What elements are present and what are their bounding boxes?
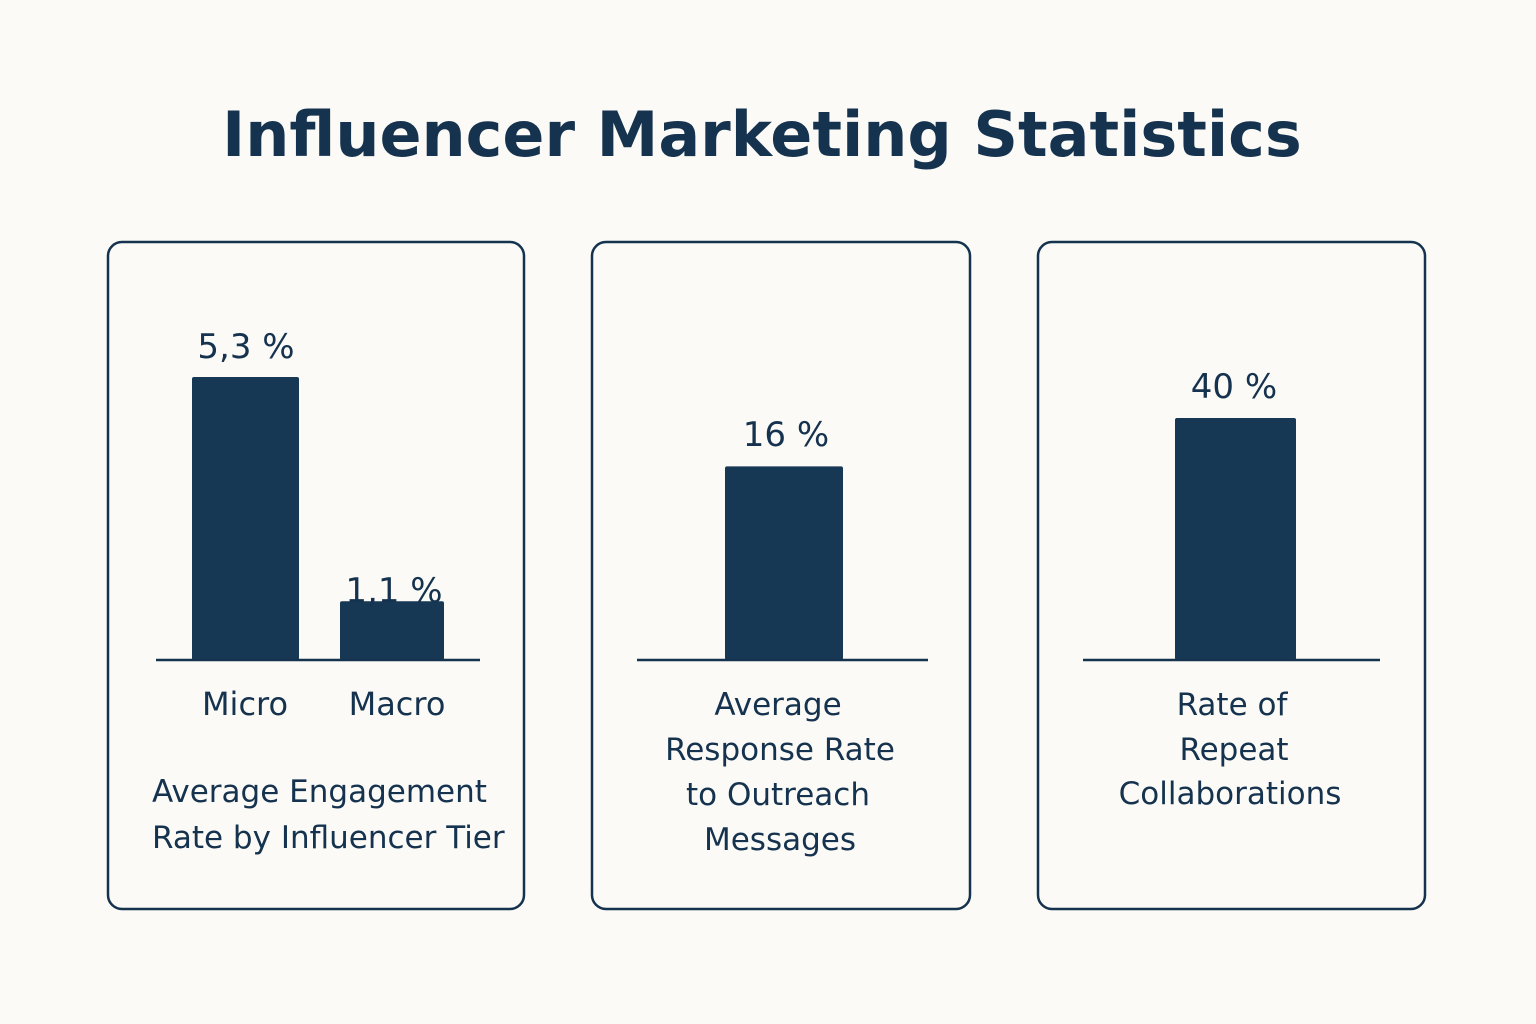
panel-engagement: 5,3 % 1,1 % Micro Macro Average Engageme… [106,240,526,911]
category-label-micro: Micro [202,685,288,723]
value-label: 16 % [743,415,829,455]
bar [725,466,843,660]
panel-repeat-collaborations: 40 % Rate of Repeat Collaborations [1036,240,1427,911]
caption-line: Rate of [1177,687,1289,723]
value-label: 40 % [1191,367,1277,407]
panel-response-rate: 16 % Average Response Rate to Outreach M… [590,240,972,911]
caption-line: Messages [704,822,856,858]
bars [725,466,843,660]
page-title: Influencer Marketing Statistics [222,98,1302,171]
caption-line: Repeat [1179,732,1288,768]
caption-line: Rate by Influencer Tier [152,820,505,856]
caption-line: Response Rate [665,732,895,768]
caption-line: Collaborations [1119,776,1342,812]
bar-macro [340,601,444,660]
panel-border [106,240,526,911]
panel-border [590,240,972,911]
panel-border [1036,240,1427,911]
caption-line: Average Engagement [152,774,487,810]
value-label-micro: 5,3 % [197,327,294,367]
category-label-macro: Macro [349,685,446,723]
bars [1175,418,1296,660]
caption-line: to Outreach [686,777,870,813]
bar-micro [192,376,299,660]
value-label-macro: 1,1 % [345,571,442,611]
bar [1175,418,1296,660]
caption-line: Average [714,687,841,723]
bars [192,376,444,660]
